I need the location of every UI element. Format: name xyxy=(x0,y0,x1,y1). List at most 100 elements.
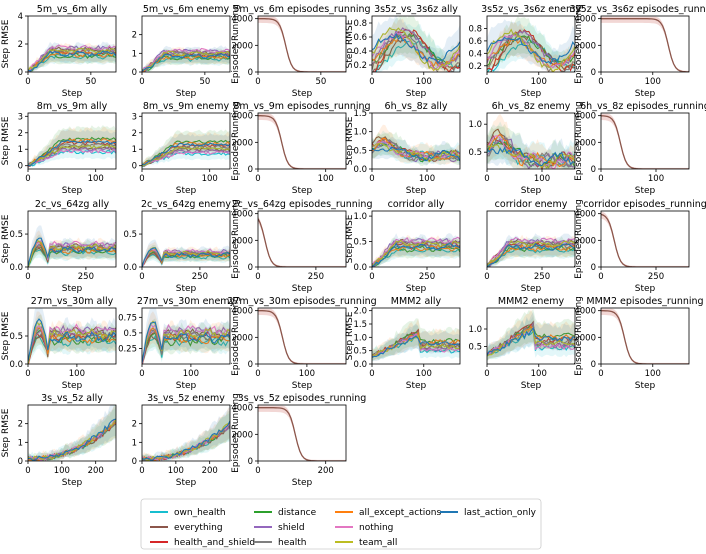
plot-area xyxy=(372,318,460,362)
plot-area xyxy=(487,114,575,169)
series-line xyxy=(258,115,346,169)
panel-title: 27m_vs_30m ally xyxy=(31,296,114,307)
legend-item: everything xyxy=(150,523,223,533)
y-axis-label: Step RMSE xyxy=(1,214,11,263)
axes-frame xyxy=(257,112,347,170)
plot-area xyxy=(372,233,460,267)
x-axis-label: Step xyxy=(292,381,313,391)
series-line xyxy=(28,240,116,267)
legend-label: nothing xyxy=(359,523,393,533)
plot-area xyxy=(142,45,230,72)
x-axis-label: Step xyxy=(62,89,83,99)
panel-title: corridor ally xyxy=(388,199,445,210)
legend-label: health_and_shield xyxy=(174,538,255,548)
x-tick-label: 100 xyxy=(54,466,70,476)
series-line xyxy=(142,321,230,364)
y-tick-label: 4 xyxy=(18,12,23,22)
axes-frame xyxy=(371,307,461,365)
series-line xyxy=(142,150,230,167)
panel-title: MMM2 ally xyxy=(391,296,442,307)
legend: own_health everything health_and_shield dis… xyxy=(140,498,542,550)
confidence-band xyxy=(142,411,230,461)
series-line xyxy=(142,422,230,461)
plot-area xyxy=(142,129,230,168)
confidence-band xyxy=(372,325,460,361)
y-tick-label: 0.5 xyxy=(9,332,23,342)
series-line xyxy=(372,32,460,64)
legend-label: team_all xyxy=(359,538,397,548)
panel-title: MMM2 enemy xyxy=(498,296,565,307)
y-axis-label: Episodes Running xyxy=(231,4,241,84)
x-axis-label: Step xyxy=(176,381,197,391)
x-tick-label: 100 xyxy=(202,174,218,184)
confidence-band xyxy=(487,311,575,361)
axes-frame xyxy=(600,210,690,268)
series-line xyxy=(372,242,460,267)
series-line xyxy=(487,328,575,357)
x-tick-label: 0 xyxy=(25,272,30,282)
panel-title: 5m_vs_6m episodes_running xyxy=(233,4,370,15)
plot-area xyxy=(142,308,230,364)
y-tick-label: 2000 xyxy=(574,41,596,51)
panel-title: 6h_vs_8z episodes_running xyxy=(580,101,706,112)
legend-item: health_and_shield xyxy=(150,538,255,548)
subplot: 0 250 corridor enemy Step xyxy=(484,199,576,294)
x-axis-label: Step xyxy=(635,89,656,99)
axes-frame xyxy=(371,112,461,170)
series-line xyxy=(372,335,460,358)
y-tick-label: 1.0 xyxy=(468,325,482,335)
plot-area xyxy=(258,215,346,267)
axes-frame xyxy=(486,112,576,170)
series-line xyxy=(28,144,116,167)
subplot: 0 100 0.2 0.4 0.6 0.8 3s5z_vs_3s6z ally Step Ste… xyxy=(345,4,461,99)
panel-title: 27m_vs_30m episodes_running xyxy=(227,296,376,307)
y-axis-label: Step RMSE xyxy=(1,116,11,165)
plot-area xyxy=(487,308,575,362)
confidence-band xyxy=(142,133,230,167)
y-tick-label: 0.5 xyxy=(353,146,367,156)
series-line xyxy=(372,142,460,163)
y-tick-label: 2 xyxy=(18,40,23,50)
x-tick-label: 100 xyxy=(88,174,104,184)
y-tick-label: 0.8 xyxy=(468,24,482,34)
y-tick-label: 2 xyxy=(132,129,137,139)
series-line xyxy=(372,141,460,161)
y-axis-label: Episodes Running xyxy=(231,296,241,376)
y-tick-label: 1 xyxy=(132,438,137,448)
y-tick-label: 0.5 xyxy=(123,230,137,240)
series-line xyxy=(601,115,689,169)
x-tick-label: 0 xyxy=(255,77,260,87)
series-line xyxy=(142,47,230,72)
series-line xyxy=(487,243,575,267)
x-tick-label: 0 xyxy=(255,369,260,379)
subplot: 0 100 200 0 1 2 3s_vs_5z ally Step Step RMSE xyxy=(1,393,117,488)
panel-title: 3s_vs_5z ally xyxy=(41,393,103,404)
x-tick-label: 0 xyxy=(139,174,144,184)
subplot-grid: 0 50 0 2 4 5m_vs_6m ally Step Step RMSE 0 50 0 1 2 5m… xyxy=(1,4,706,488)
legend-item: own_health xyxy=(150,508,226,518)
y-tick-label: 2 xyxy=(18,129,23,139)
legend-label: all_except_actions xyxy=(359,508,441,518)
y-tick-label: 1.0 xyxy=(353,128,367,138)
plot-area xyxy=(258,113,346,169)
series-line xyxy=(28,239,116,267)
x-tick-label: 250 xyxy=(648,272,664,282)
confidence-band xyxy=(28,41,116,72)
axes-frame xyxy=(600,112,690,170)
y-tick-label: 0.0 xyxy=(9,360,23,370)
y-tick-label: 0 xyxy=(18,162,23,172)
y-tick-label: 2000 xyxy=(231,430,253,440)
x-axis-label: Step xyxy=(521,284,542,294)
plot-area xyxy=(28,405,116,461)
y-tick-label: 2000 xyxy=(574,333,596,343)
plot-area xyxy=(258,405,346,461)
x-tick-label: 50 xyxy=(199,77,210,87)
panel-title: 6h_vs_8z ally xyxy=(385,101,448,112)
series-line xyxy=(487,133,575,168)
x-tick-label: 0 xyxy=(369,369,374,379)
x-tick-label: 50 xyxy=(315,77,326,87)
y-axis-label: Episodes Running xyxy=(574,4,584,84)
plot-area xyxy=(601,211,689,267)
